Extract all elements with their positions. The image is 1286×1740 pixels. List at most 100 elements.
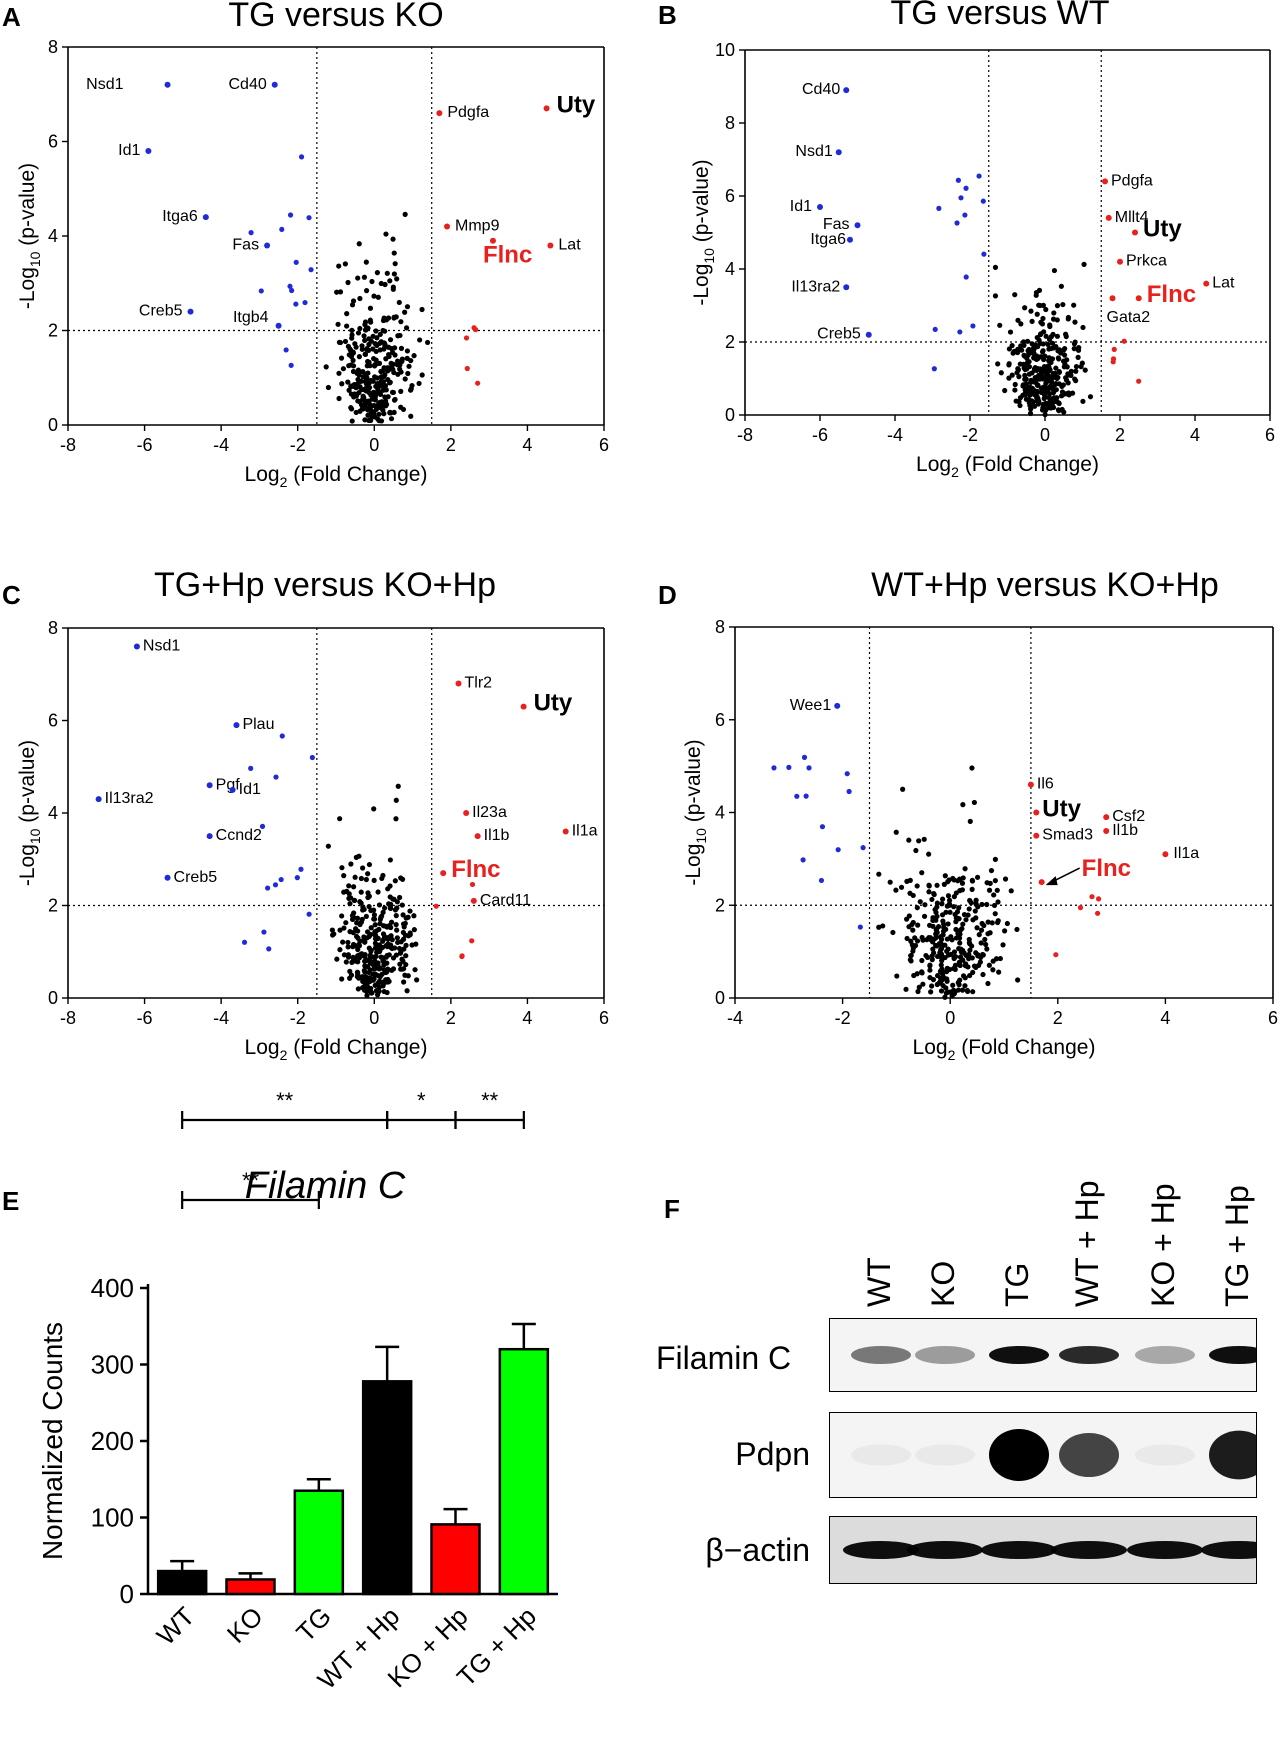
blot-bands (843, 1541, 1256, 1559)
gene-point (383, 231, 389, 237)
gene-point (381, 411, 387, 417)
gene-point-il6 (1027, 781, 1034, 788)
gene-point (414, 977, 420, 983)
gene-point (938, 946, 945, 952)
gene-point (380, 938, 386, 944)
gene-label-flnc: Flnc (1147, 281, 1196, 308)
gene-point (978, 927, 985, 933)
gene-point (381, 955, 387, 961)
gene-point (381, 384, 387, 391)
gene-point (1063, 377, 1070, 383)
gene-point (1036, 337, 1042, 343)
gene-point (341, 952, 347, 958)
down-regulated-point (259, 823, 266, 829)
gene-point (1028, 377, 1034, 383)
y-tick-label: 2 (48, 321, 58, 341)
gene-point (979, 920, 985, 927)
gene-point (960, 921, 966, 927)
gene-point (1022, 392, 1028, 398)
gene-point (369, 990, 375, 996)
gene-label-id1: Id1 (118, 142, 140, 159)
gene-point (374, 375, 380, 381)
gene-point (356, 354, 362, 360)
band (915, 1444, 975, 1466)
x-tick-label: 0 (1040, 425, 1050, 445)
gene-point (1047, 395, 1053, 401)
gene-point (380, 872, 386, 879)
gene-point (382, 343, 388, 349)
gene-point (338, 355, 345, 361)
gene-point (934, 904, 940, 910)
gene-point (387, 278, 393, 284)
gene-point (1004, 920, 1010, 927)
gene-point (356, 241, 362, 247)
bar-tg (293, 1489, 345, 1596)
gene-point-il1b (474, 833, 481, 840)
gene-point (960, 957, 966, 963)
gene-point (1051, 310, 1057, 316)
gene-point (363, 876, 369, 883)
gene-label-uty: Uty (557, 91, 596, 118)
gene-point (1008, 888, 1014, 894)
gene-point (394, 927, 400, 933)
gene-point (373, 988, 380, 994)
gene-point (403, 961, 409, 968)
gene-point-il13ra2 (95, 796, 102, 803)
down-regulated-point (931, 366, 937, 372)
gene-point (394, 905, 400, 911)
gene-point (1069, 390, 1076, 396)
gene-point (337, 816, 343, 822)
gene-point (374, 270, 380, 276)
gene-point-il23a (463, 810, 470, 816)
gene-point (389, 389, 396, 395)
gene-point (380, 368, 386, 374)
x-axis-label: Log2 (Fold Change) (245, 463, 428, 490)
x-tick-label: 6 (1268, 1008, 1278, 1028)
band (1135, 1444, 1195, 1466)
gene-point (381, 962, 387, 968)
gene-point (411, 353, 417, 359)
gene-point (1049, 402, 1055, 408)
gene-point (920, 981, 926, 987)
gene-point-itga6 (202, 214, 209, 221)
gene-point (985, 980, 991, 987)
gene-point (1032, 365, 1038, 371)
gene-point (969, 878, 976, 884)
gene-point (343, 920, 349, 926)
band (1201, 1541, 1256, 1559)
gene-point (997, 955, 1003, 962)
gene-point (402, 376, 408, 382)
gene-point (972, 908, 978, 914)
down-regulated-point (803, 793, 809, 799)
gene-point (974, 874, 981, 880)
y-tick-label: 6 (48, 711, 58, 731)
gene-point (1045, 341, 1051, 347)
gene-point (408, 413, 414, 419)
gene-point (1036, 287, 1043, 293)
gene-point (354, 969, 361, 975)
gene-label-il6: Il6 (1037, 776, 1054, 793)
gene-point (1002, 928, 1008, 934)
gene-point (387, 857, 393, 863)
gene-point (943, 985, 949, 991)
y-tick-label: 6 (725, 186, 735, 206)
gene-point (916, 984, 922, 990)
y-tick-label: 10 (715, 40, 735, 60)
gene-point (1082, 367, 1088, 373)
gene-point (1034, 374, 1040, 380)
gene-point (341, 889, 347, 895)
gene-point (377, 381, 384, 387)
down-regulated-point (846, 788, 852, 795)
gene-point (1017, 395, 1024, 401)
gene-point (1040, 315, 1046, 322)
gene-label-nsd1: Nsd1 (143, 638, 180, 655)
gene-point (353, 926, 359, 932)
panel-letter: F (664, 1194, 680, 1224)
gene-point (366, 861, 373, 868)
gene-label-itga6: Itga6 (810, 231, 846, 248)
gene-point (1059, 406, 1065, 413)
down-regulated-point (306, 215, 312, 221)
gene-label-itgb4: Itgb4 (233, 309, 269, 326)
gene-point (375, 962, 381, 969)
